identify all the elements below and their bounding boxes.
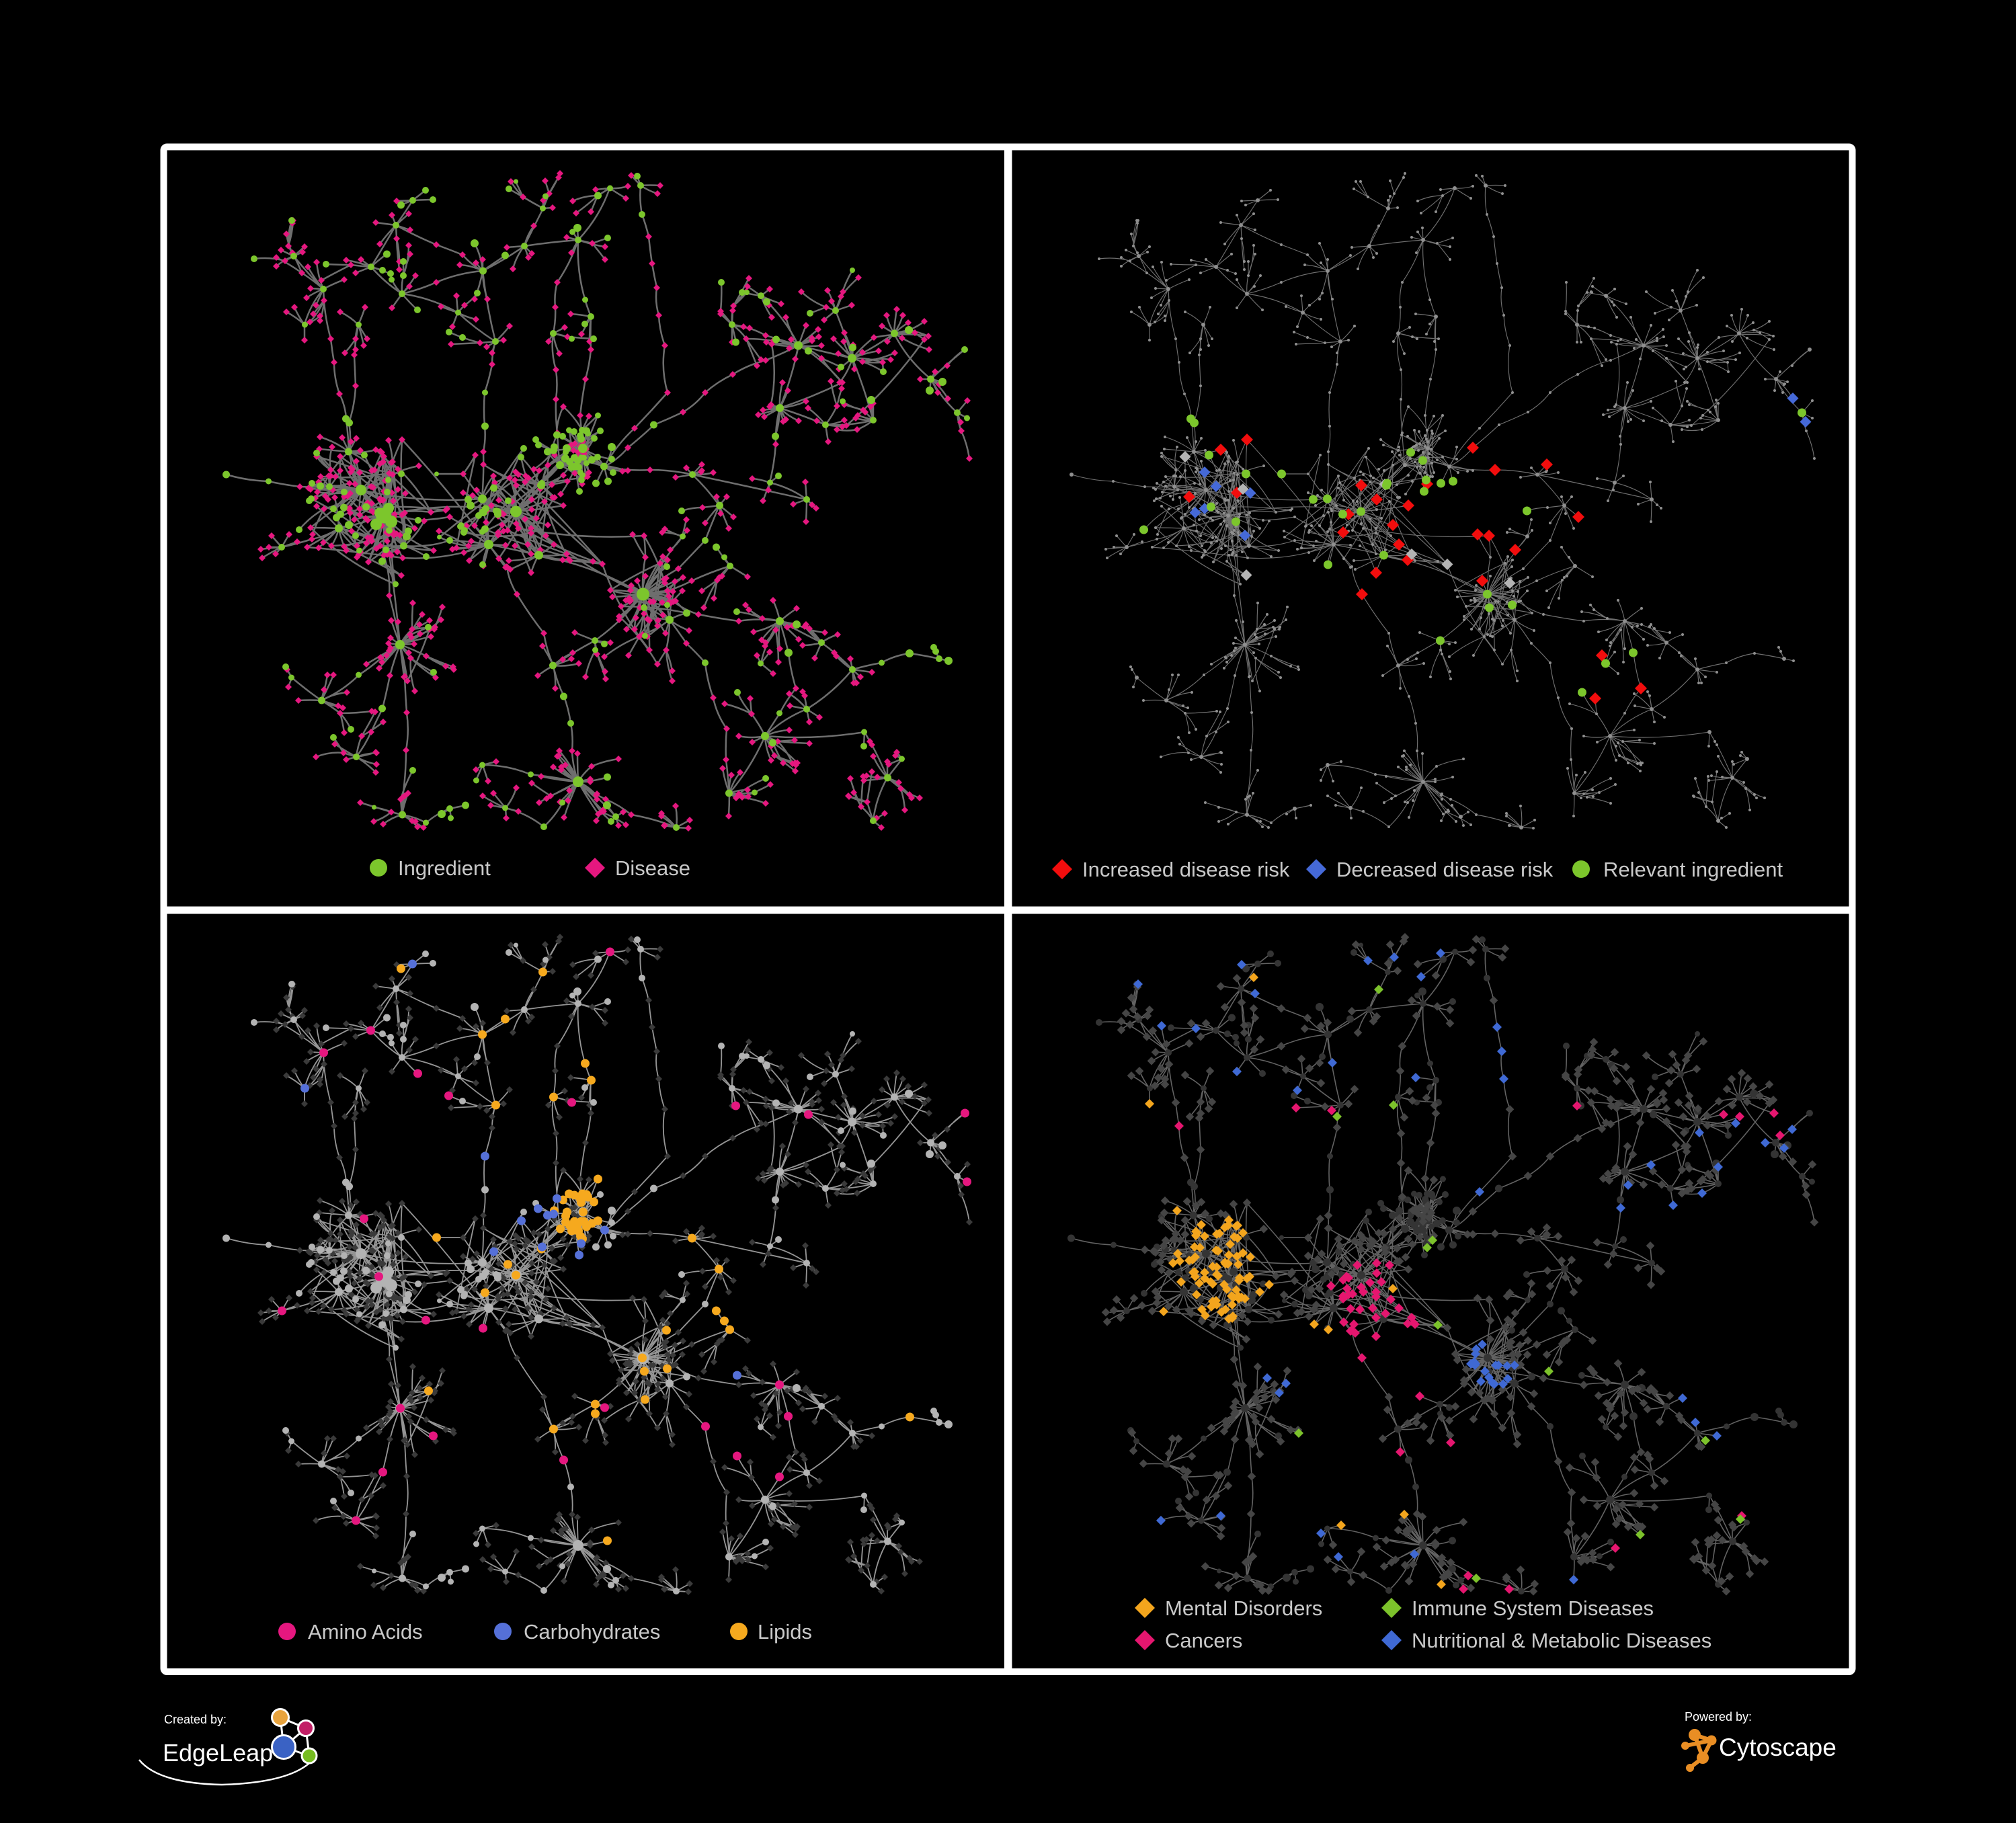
svg-text:Immune System Diseases: Immune System Diseases (1412, 1596, 1654, 1620)
svg-text:Carbohydrates: Carbohydrates (524, 1620, 660, 1644)
svg-text:Decreased disease risk: Decreased disease risk (1336, 858, 1554, 881)
svg-text:Nutritional & Metabolic Diseas: Nutritional & Metabolic Diseases (1412, 1629, 1711, 1652)
svg-text:Cytoscape: Cytoscape (1719, 1734, 1837, 1761)
svg-text:Created by:: Created by: (164, 1713, 227, 1726)
svg-text:Powered by:: Powered by: (1685, 1710, 1752, 1724)
svg-text:Lipids: Lipids (758, 1620, 812, 1644)
svg-text:Amino Acids: Amino Acids (308, 1620, 423, 1644)
svg-text:Increased disease risk: Increased disease risk (1082, 858, 1290, 881)
svg-text:Relevant ingredient: Relevant ingredient (1603, 858, 1783, 881)
svg-text:Mental Disorders: Mental Disorders (1165, 1596, 1322, 1620)
svg-text:Ingredient: Ingredient (398, 856, 491, 880)
svg-text:Cancers: Cancers (1165, 1629, 1242, 1652)
svg-text:EdgeLeap: EdgeLeap (163, 1739, 273, 1767)
svg-text:Disease: Disease (615, 856, 690, 880)
